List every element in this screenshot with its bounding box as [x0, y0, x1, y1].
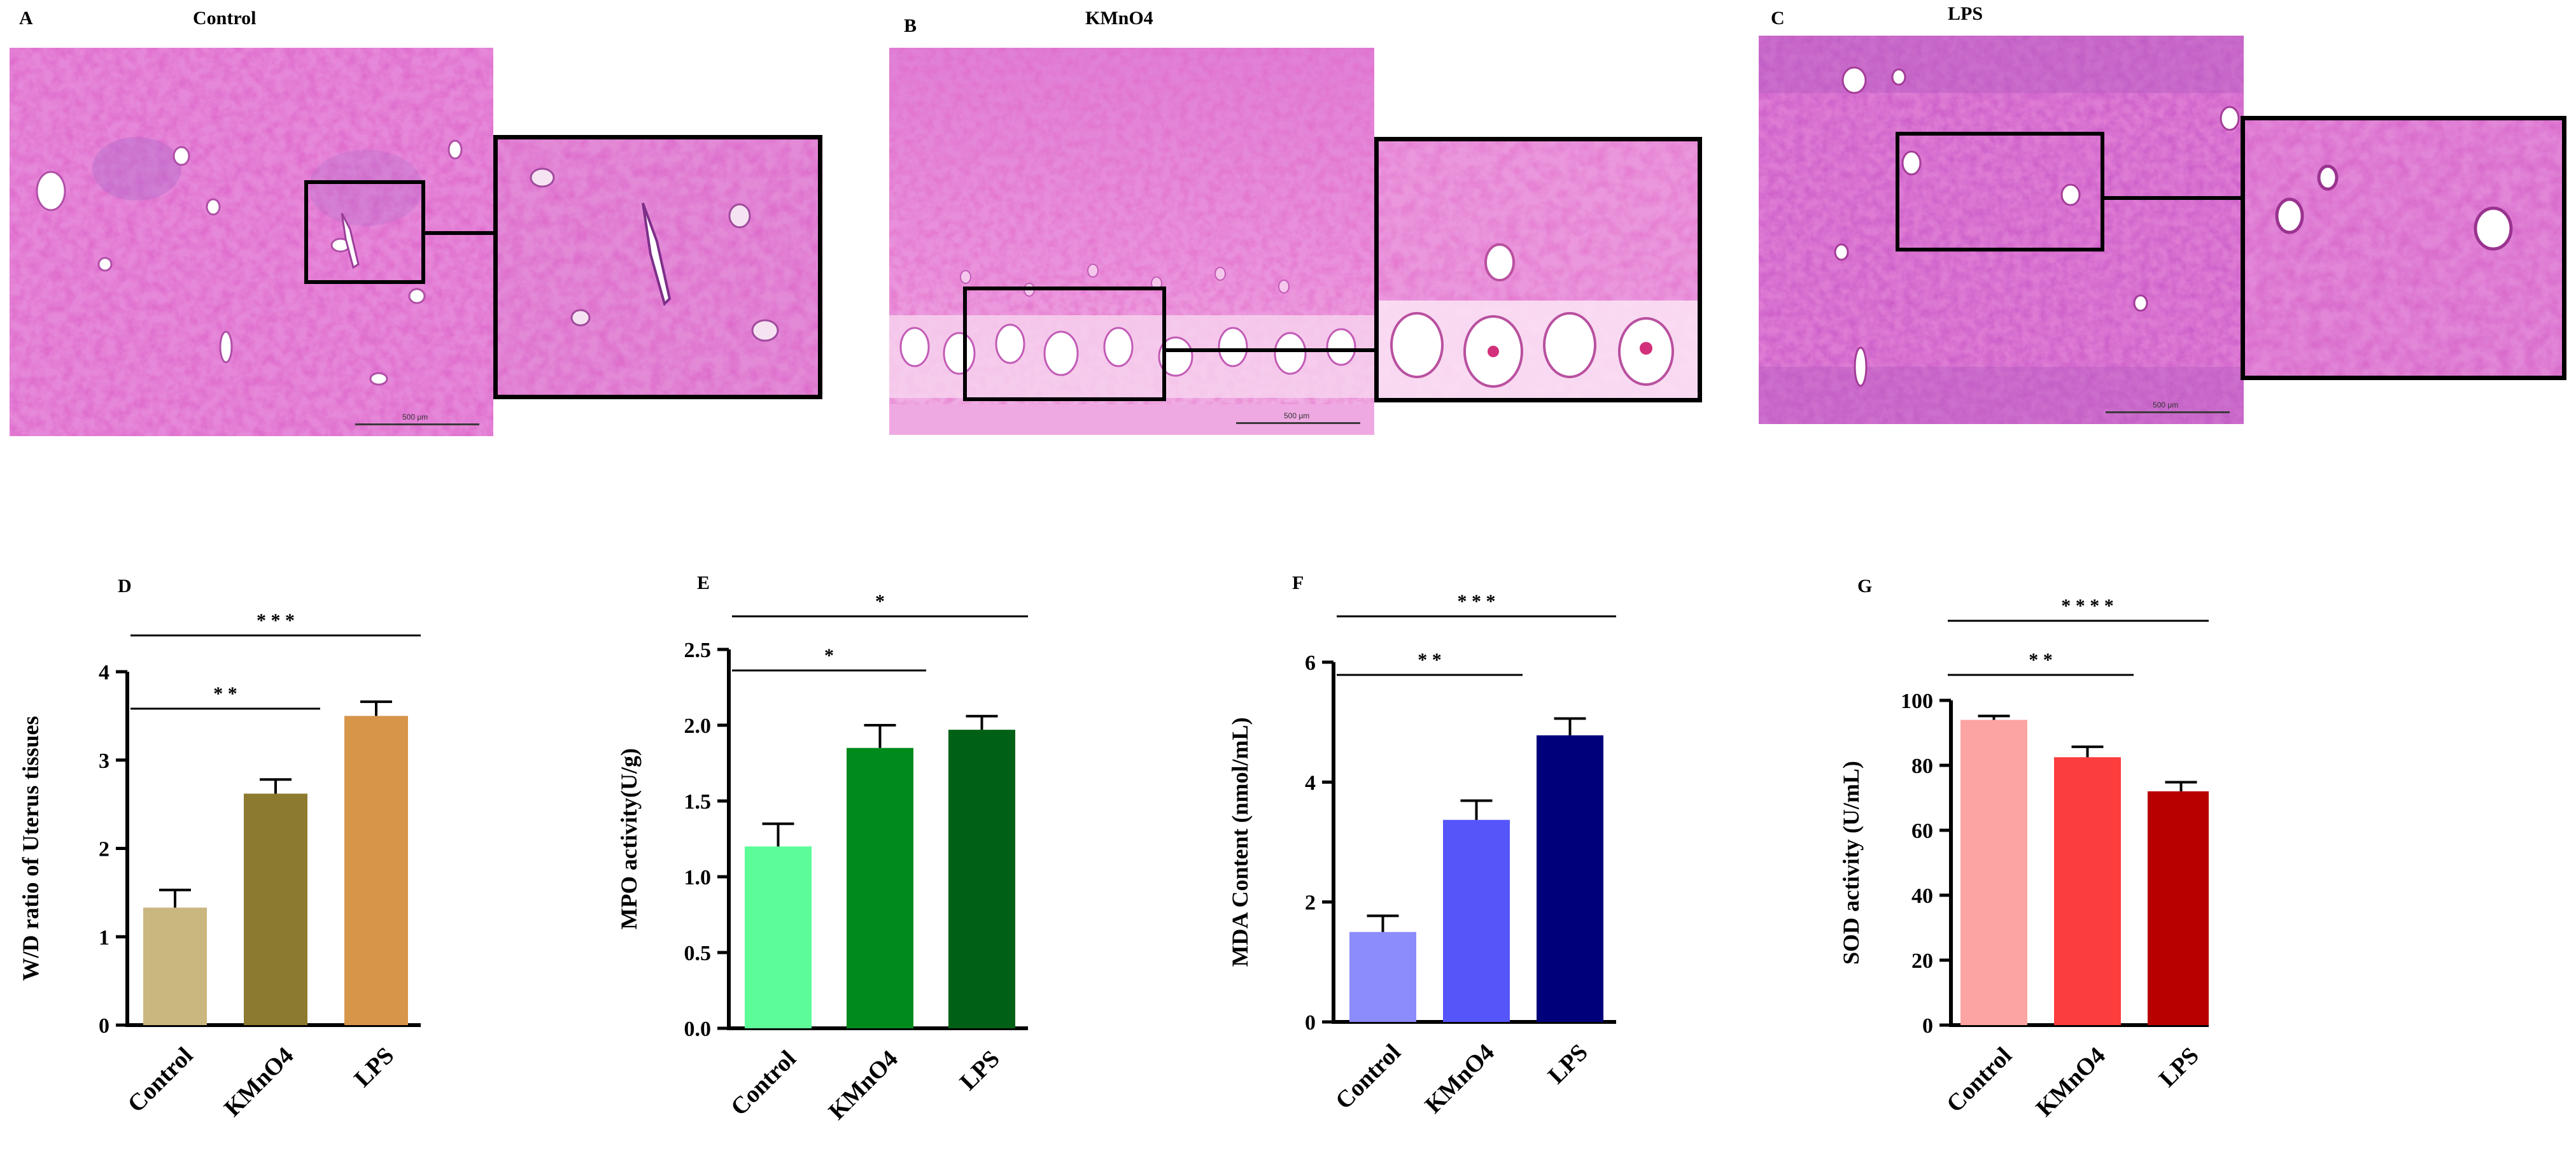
zoom-region-b — [963, 287, 1166, 401]
bar-control — [143, 907, 207, 1025]
panel-label-a: A — [19, 8, 33, 29]
y-tick-label: 2 — [1305, 891, 1316, 915]
zoom-connector-a — [425, 231, 495, 235]
zoom-region-a — [304, 180, 425, 284]
y-tick-label: 20 — [1911, 949, 1933, 973]
y-tick-label: 40 — [1911, 884, 1933, 908]
zoom-connector-b — [1166, 348, 1376, 352]
bar-control — [1960, 719, 2027, 1025]
panel-label-e: E — [697, 572, 710, 593]
micrograph-control — [10, 48, 493, 436]
chart-panel-f: F 0 2 4 6 MDA Content (nmol/mL) Control KMnO4 LP… — [1227, 572, 1616, 1119]
significance-label: * * — [2029, 649, 2053, 670]
category-label-lps: LPS — [1543, 1039, 1593, 1089]
bar-kmno4 — [1443, 819, 1510, 1022]
category-label-control: Control — [726, 1045, 801, 1121]
y-tick-label: 6 — [1305, 651, 1316, 675]
inset-control — [493, 135, 822, 399]
category-label-control: Control — [1941, 1042, 2017, 1118]
y-tick-label: 0 — [99, 1014, 109, 1038]
bar-kmno4 — [244, 793, 307, 1025]
category-label-lps: LPS — [955, 1045, 1005, 1096]
y-tick-label: 0.0 — [684, 1017, 712, 1041]
chart-panel-d: D 0 1 2 3 4 W/D ratio of Uterus tissues Control… — [18, 576, 421, 1122]
y-tick-label: 1.5 — [684, 790, 712, 814]
bar-kmno4 — [2054, 757, 2121, 1025]
bar-kmno4 — [847, 748, 913, 1028]
y-axis-title: MDA Content (nmol/mL) — [1227, 718, 1253, 967]
significance-label: * * — [1418, 649, 1442, 670]
zoom-connector-c — [2104, 196, 2243, 200]
y-tick-label: 0 — [1305, 1011, 1316, 1035]
bar-lps — [1537, 735, 1603, 1022]
micrograph-lps — [1759, 36, 2244, 424]
panel-label-f: F — [1292, 572, 1304, 593]
category-label-kmno4: KMnO4 — [1420, 1039, 1500, 1119]
bar-lps — [948, 730, 1015, 1028]
category-label-lps: LPS — [2154, 1042, 2204, 1093]
significance-label: * * * — [1458, 591, 1496, 612]
significance-label: * * — [213, 683, 237, 704]
y-tick-label: 100 — [1901, 690, 1933, 713]
category-label-control: Control — [123, 1042, 199, 1118]
inset-kmno4 — [1374, 137, 1702, 402]
category-label-kmno4: KMnO4 — [2031, 1042, 2111, 1122]
panel-label-g: G — [1857, 576, 1872, 597]
category-label-lps: LPS — [349, 1042, 399, 1093]
y-tick-label: 0 — [1922, 1014, 1933, 1038]
panel-label-d: D — [118, 576, 132, 597]
category-label-kmno4: KMnO4 — [824, 1045, 903, 1125]
significance-label: * * * * — [2061, 595, 2114, 616]
y-tick-label: 1.0 — [684, 866, 712, 889]
bar-lps — [344, 716, 408, 1025]
y-tick-label: 0.5 — [684, 942, 712, 965]
y-tick-label: 80 — [1911, 755, 1933, 778]
panel-title-lps: LPS — [1948, 3, 1983, 24]
inset-lps — [2241, 116, 2566, 380]
y-tick-label: 4 — [99, 661, 109, 684]
micrograph-kmno4 — [889, 48, 1374, 435]
y-tick-label: 4 — [1305, 771, 1316, 795]
scale-text-a: 500 μm — [402, 413, 428, 422]
y-tick-label: 2.0 — [684, 714, 712, 738]
bar-lps — [2148, 791, 2209, 1025]
y-tick-label: 60 — [1911, 819, 1933, 843]
bar-control — [1349, 932, 1416, 1022]
y-axis-title: SOD activity (U/mL) — [1838, 761, 1864, 965]
scale-text-b: 500 μm — [1284, 411, 1310, 420]
panel-label-c: C — [1771, 8, 1785, 29]
y-tick-label: 2 — [99, 838, 109, 861]
panel-title-kmno4: KMnO4 — [1085, 8, 1153, 29]
chart-panel-e: E 0.0 0.5 1.0 1.5 2.0 2.5 MPO activity(U/g) Cont… — [616, 572, 1028, 1125]
chart-panel-g: G 0 20 40 60 80 100 SOD activity (U/mL) Control K… — [1838, 576, 2209, 1122]
bar-control — [745, 846, 812, 1028]
y-tick-label: 1 — [99, 926, 109, 949]
significance-label: * — [824, 645, 834, 666]
significance-label: * * * — [257, 610, 295, 631]
scale-bar-c — [2106, 411, 2230, 413]
zoom-region-c — [1896, 132, 2104, 252]
scale-bar-a — [355, 423, 479, 425]
scale-text-c: 500 μm — [2153, 400, 2179, 409]
y-axis-title: W/D ratio of Uterus tissues — [18, 716, 43, 981]
significance-label: * — [875, 591, 885, 612]
category-label-control: Control — [1330, 1039, 1406, 1115]
category-label-kmno4: KMnO4 — [219, 1042, 299, 1122]
scale-bar-b — [1236, 422, 1360, 424]
y-axis-title: MPO activity(U/g) — [616, 748, 642, 930]
y-tick-label: 2.5 — [684, 639, 712, 662]
panel-title-control: Control — [193, 8, 257, 29]
panel-label-b: B — [904, 15, 917, 36]
y-tick-label: 3 — [99, 749, 109, 773]
